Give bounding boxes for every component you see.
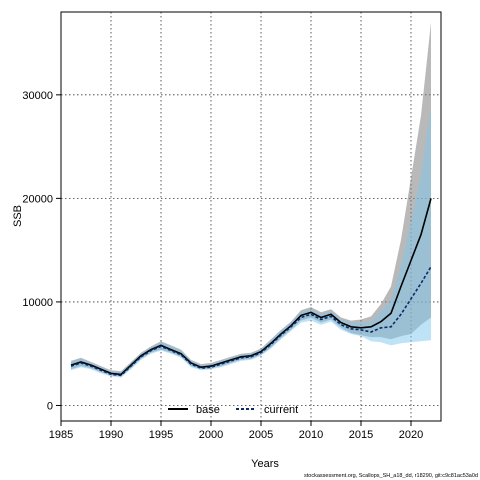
x-tick-label-1985: 1985: [49, 429, 73, 441]
line-base: [70, 198, 432, 376]
y-tick-label-30000: 30000: [22, 90, 53, 102]
line-current: [70, 266, 432, 377]
y-tick-label-10000: 10000: [22, 297, 53, 309]
x-tick-label-1995: 1995: [149, 429, 173, 441]
y-axis-label: SSB: [12, 205, 24, 227]
legend: base current: [168, 404, 298, 416]
legend-base-label: base: [196, 404, 220, 416]
band-current: [71, 107, 431, 378]
grid-lines: [60, 12, 441, 421]
y-tick-label-0: 0: [47, 400, 53, 412]
series-lines: [70, 198, 432, 377]
x-tick-label-2005: 2005: [249, 429, 273, 441]
x-tick-label-2000: 2000: [199, 429, 223, 441]
x-axis-label: Years: [251, 458, 279, 470]
x-axis: 1985 1990 1995 2000 2005 2010 2015 2020: [49, 421, 423, 441]
x-tick-label-2015: 2015: [349, 429, 373, 441]
x-tick-label-2010: 2010: [299, 429, 323, 441]
legend-current-label: current: [264, 404, 298, 416]
plot-frame: [60, 11, 442, 422]
y-axis: 0 10000 20000 30000: [22, 90, 61, 412]
footer-credit: stockassessment.org, Scallops_SH_a18_dd,…: [304, 473, 478, 479]
x-tick-label-1990: 1990: [99, 429, 123, 441]
x-tick-label-2020: 2020: [399, 429, 423, 441]
y-tick-label-20000: 20000: [22, 193, 53, 205]
